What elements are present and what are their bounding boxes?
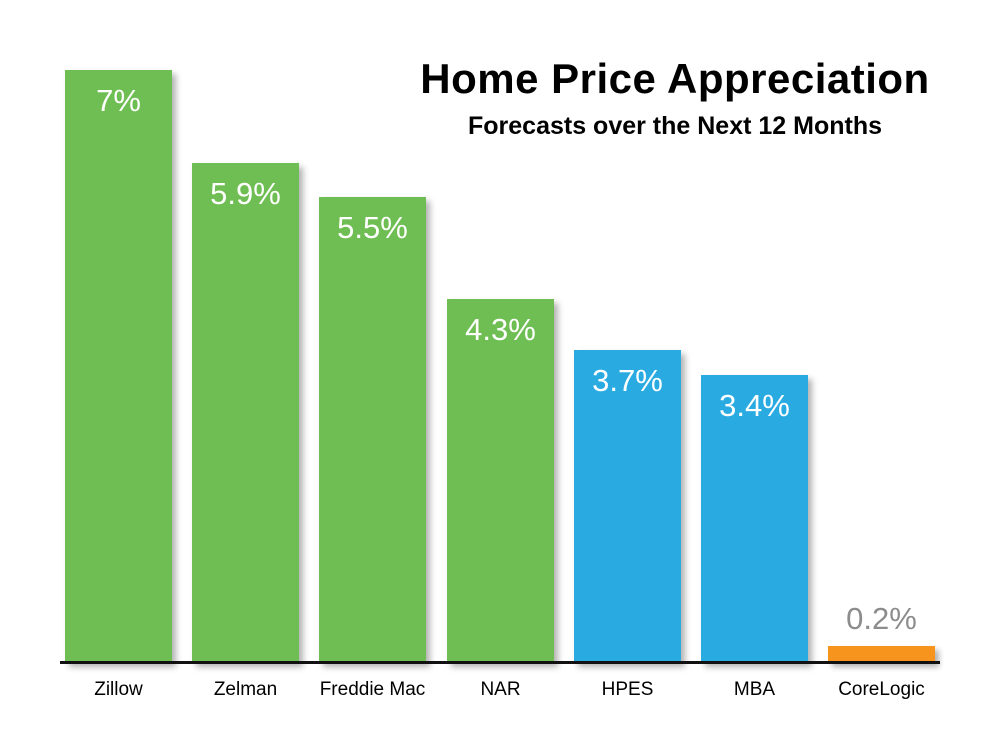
bar-mba xyxy=(701,375,808,663)
category-label-zelman: Zelman xyxy=(213,679,278,700)
category-label-corelogic: CoreLogic xyxy=(838,679,925,700)
value-label-nar: 4.3% xyxy=(465,312,536,347)
bar-hpes xyxy=(574,350,681,663)
category-label-nar: NAR xyxy=(480,679,521,700)
value-label-freddie-mac: 5.5% xyxy=(337,210,408,245)
category-label-hpes: HPES xyxy=(601,679,654,700)
bar-nar xyxy=(447,299,554,663)
category-label-zillow: Zillow xyxy=(94,679,143,700)
value-label-mba: 3.4% xyxy=(719,388,790,423)
bar-zelman xyxy=(192,163,299,663)
value-label-zillow: 7% xyxy=(96,83,141,118)
chart-subtitle: Forecasts over the Next 12 Months xyxy=(467,112,882,140)
category-label-freddie-mac: Freddie Mac xyxy=(319,679,426,700)
x-axis-line xyxy=(60,661,940,664)
bar-freddie-mac xyxy=(319,197,426,663)
value-label-zelman: 5.9% xyxy=(210,176,281,211)
category-label-mba: MBA xyxy=(733,679,776,700)
value-label-corelogic: 0.2% xyxy=(846,601,917,636)
chart-title: Home Price Appreciation xyxy=(420,55,930,102)
value-label-hpes: 3.7% xyxy=(592,363,663,398)
bar-corelogic xyxy=(828,646,935,663)
bar-zillow xyxy=(65,70,172,663)
